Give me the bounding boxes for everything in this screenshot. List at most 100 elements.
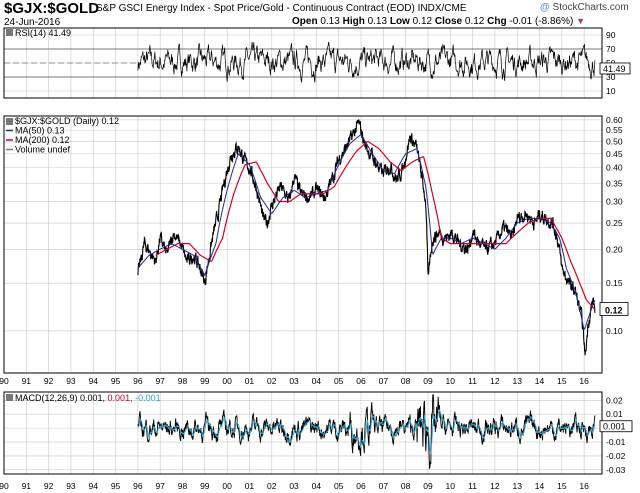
x-axis-top-tick-01: 01: [245, 376, 255, 386]
x-axis-bottom-tick-16: 16: [579, 481, 589, 491]
macd-frame: [3, 391, 603, 475]
high-value: 0.13: [367, 16, 388, 27]
open-value: 0.13: [320, 16, 340, 27]
credit-prefix: @: [540, 2, 550, 13]
legend-price: $GJX:$GOLD (Daily) 0.12: [15, 116, 119, 126]
credit-text: StockCharts.com: [552, 2, 629, 13]
price-tick-label-0.10: 0.10: [606, 326, 623, 336]
price-tick-label-0.20: 0.20: [606, 244, 623, 254]
price-tick-label-0.60: 0.60: [606, 115, 623, 125]
ma200-line: [155, 140, 596, 310]
macd-current-box: [599, 420, 633, 433]
x-axis-top-tick-91: 91: [22, 376, 32, 386]
price-current-box: [599, 302, 629, 316]
price-tick-label-0.25: 0.25: [606, 218, 623, 228]
x-axis-bottom-tick-93: 93: [66, 481, 76, 491]
price-panel: 0.10 0.15 0.20 0.25 0.30 0.35 0.40 0.45 0.500.55…: [3, 115, 629, 374]
rsi-current-value: 41.49: [603, 64, 626, 74]
x-axis-bottom-tick-06: 06: [356, 481, 366, 491]
x-axis-top-tick-14: 14: [535, 376, 545, 386]
x-axis-bottom-tick-96: 96: [133, 481, 143, 491]
price-tick-label-0.45: 0.45: [606, 149, 623, 159]
x-axis-top-tick-09: 09: [423, 376, 433, 386]
chg-label: Chg: [487, 16, 507, 27]
x-axis-top-tick-00: 00: [222, 376, 232, 386]
rsi-tick-label-30: 30: [606, 72, 616, 82]
macd-line: [137, 394, 596, 470]
x-axis-top-tick-97: 97: [155, 376, 165, 386]
x-axis-bottom-tick-92: 92: [44, 481, 54, 491]
price-tick-label-0.40: 0.40: [606, 163, 623, 173]
x-axis-bottom-tick-12: 12: [490, 481, 500, 491]
x-axis-bottom-tick-14: 14: [535, 481, 545, 491]
x-axis-top: 90 91 92 93 94 95 96 97 98 99 00 01 02 03 04 05 06 07 08 09…: [0, 376, 589, 386]
price-series-line: [137, 118, 596, 356]
x-axis-bottom-tick-02: 02: [267, 481, 277, 491]
chart-description: S&P GSCI Energy Index - Spot Price/Gold …: [96, 3, 467, 14]
x-axis-bottom-tick-94: 94: [89, 481, 99, 491]
x-axis-top-tick-04: 04: [312, 376, 322, 386]
x-axis-top-tick-12: 12: [490, 376, 500, 386]
x-axis-bottom-tick-95: 95: [111, 481, 121, 491]
stockcharts-credit[interactable]: @ StockCharts.com: [540, 2, 629, 13]
price-tick-label-0.35: 0.35: [606, 178, 623, 188]
macd-tick-label-0.02: 0.02: [606, 395, 623, 405]
x-axis-bottom-tick-11: 11: [468, 481, 477, 491]
x-axis-top-tick-06: 06: [356, 376, 366, 386]
high-label: High: [342, 16, 365, 27]
x-axis-bottom-tick-03: 03: [289, 481, 299, 491]
x-axis-bottom-tick-97: 97: [155, 481, 165, 491]
chart-date: 24-Jun-2016: [4, 17, 61, 28]
price-tick-label-0.55: 0.55: [606, 125, 623, 135]
macd-legend: MACD(12,26,9) 0.001, 0.001, -0.001: [15, 393, 161, 403]
macd-tick-label--0.03: -0.03: [606, 465, 626, 475]
x-axis-top-tick-13: 13: [512, 376, 522, 386]
rsi-tick-label-10: 10: [606, 86, 616, 96]
x-axis-bottom-tick-04: 04: [312, 481, 322, 491]
macd-current-value: 0.001: [603, 422, 626, 432]
macd-legend-signal: 0.001,: [105, 393, 133, 403]
close-label: Close: [434, 16, 463, 27]
x-axis-bottom-tick-09: 09: [423, 481, 433, 491]
x-axis-bottom-tick-08: 08: [401, 481, 411, 491]
x-axis-bottom-tick-01: 01: [245, 481, 255, 491]
macd-legend-macd: MACD(12,26,9) 0.001,: [15, 393, 105, 403]
macd-legend-hist: -0.001: [133, 393, 161, 403]
x-axis-bottom-tick-13: 13: [512, 481, 522, 491]
macd-tick-label-0.01: 0.01: [606, 409, 623, 419]
macd-panel: -0.03-0.02-0.010.000.010.02MACD(12,26,9)…: [3, 391, 633, 475]
legend-ma50: MA(50) 0.13: [15, 126, 65, 136]
x-axis-top-tick-92: 92: [44, 376, 54, 386]
price-tick-label-0.50: 0.50: [606, 136, 623, 146]
x-axis-bottom-tick-07: 07: [379, 481, 389, 491]
rsi-legend: RSI(14) 41.49: [15, 28, 71, 38]
rsi-line: [137, 41, 596, 83]
x-axis-top-tick-98: 98: [178, 376, 188, 386]
macd-tick-label--0.01: -0.01: [606, 437, 626, 447]
x-axis-top-tick-02: 02: [267, 376, 277, 386]
x-axis-top-tick-90: 90: [0, 376, 9, 386]
x-axis-top-tick-08: 08: [401, 376, 411, 386]
x-axis-top-tick-11: 11: [468, 376, 477, 386]
ma50-line: [137, 133, 596, 331]
legend-volume: Volume undef: [15, 145, 71, 155]
x-axis-bottom-tick-98: 98: [178, 481, 188, 491]
low-value: 0.12: [412, 16, 433, 27]
x-axis-top-tick-94: 94: [89, 376, 99, 386]
x-axis-bottom-tick-90: 90: [0, 481, 9, 491]
macd-signal-line: [137, 408, 596, 454]
x-axis-top-tick-96: 96: [133, 376, 143, 386]
x-axis-top-tick-03: 03: [289, 376, 299, 386]
price-legend-swatch: [6, 118, 13, 125]
close-value: 0.12: [464, 16, 485, 27]
macd-legend-swatch: [6, 394, 13, 401]
x-axis-bottom-tick-05: 05: [334, 481, 344, 491]
rsi-tick-label-70: 70: [606, 44, 616, 54]
price-tick-label-0.30: 0.30: [606, 197, 623, 207]
price-tick-label-0.15: 0.15: [606, 278, 623, 288]
x-axis-bottom-tick-15: 15: [557, 481, 567, 491]
x-axis-top-tick-99: 99: [200, 376, 210, 386]
macd-tick-label--0.02: -0.02: [606, 451, 626, 461]
